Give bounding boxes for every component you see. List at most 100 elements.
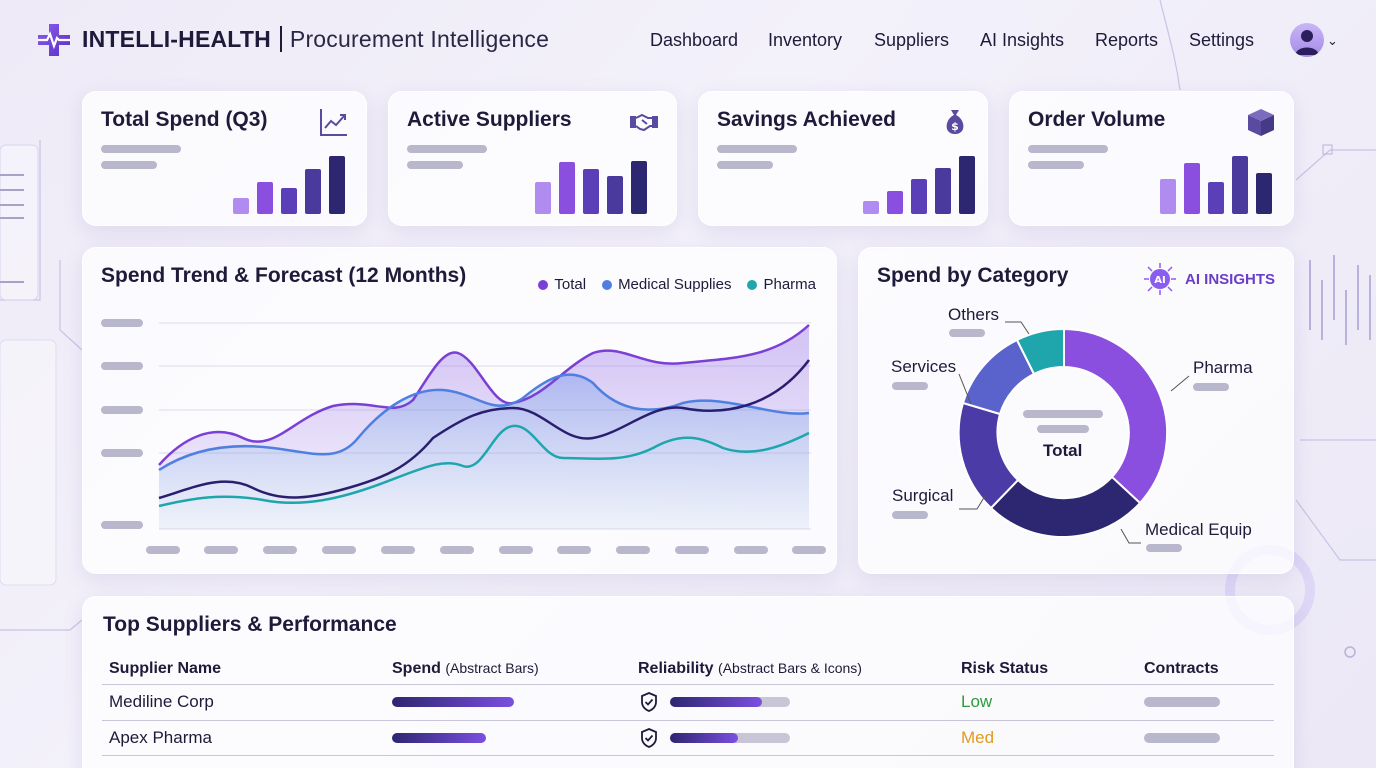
spend-trend-title: Spend Trend & Forecast (12 Months) bbox=[101, 264, 467, 287]
handshake-icon bbox=[630, 113, 658, 132]
kpi-card-savings-achieved[interactable]: Savings Achieved $ bbox=[698, 91, 988, 226]
ai-chip-icon: AI bbox=[1143, 263, 1176, 295]
kpi-bar bbox=[1208, 182, 1224, 214]
col-label: Spend bbox=[392, 660, 441, 677]
kpi-bar bbox=[305, 169, 321, 214]
placeholder-line bbox=[1028, 161, 1084, 169]
col-note: (Abstract Bars & Icons) bbox=[718, 660, 862, 676]
spend-bar bbox=[392, 697, 514, 707]
kpi-bar bbox=[1160, 179, 1176, 214]
label-medical-equip: Medical Equip bbox=[1145, 520, 1252, 539]
risk-status: Med bbox=[961, 728, 995, 747]
ai-insights-badge[interactable]: AI AI INSIGHTS bbox=[1143, 262, 1275, 296]
trend-legend: Total Medical Supplies Pharma bbox=[538, 276, 816, 293]
nav-reports[interactable]: Reports bbox=[1095, 30, 1159, 50]
label-services: Services bbox=[891, 357, 957, 376]
nav-suppliers[interactable]: Suppliers bbox=[874, 30, 950, 50]
kpi-mini-bars bbox=[233, 154, 345, 214]
placeholder-line bbox=[407, 145, 487, 153]
nav-dashboard[interactable]: Dashboard bbox=[650, 30, 739, 50]
kpi-bar bbox=[911, 179, 927, 214]
kpi-bar bbox=[583, 169, 599, 214]
contracts-placeholder bbox=[1144, 697, 1220, 707]
kpi-card-order-volume[interactable]: Order Volume bbox=[1009, 91, 1294, 226]
nav-ai-insights[interactable]: AI Insights bbox=[980, 30, 1065, 50]
nav-settings[interactable]: Settings bbox=[1189, 30, 1255, 50]
donut-leader-lines bbox=[958, 321, 1190, 544]
category-donut-chart[interactable] bbox=[859, 248, 1295, 575]
col-risk-status[interactable]: Risk Status bbox=[961, 660, 1048, 678]
package-icon bbox=[1248, 109, 1274, 136]
supplier-name: Mediline Corp bbox=[109, 692, 214, 711]
kpi-bar bbox=[559, 162, 575, 214]
user-icon bbox=[1295, 30, 1319, 55]
user-avatar[interactable] bbox=[1290, 23, 1324, 57]
donut-segment-others bbox=[1015, 327, 1065, 376]
row-divider bbox=[102, 755, 1274, 756]
brand-divider bbox=[279, 26, 282, 52]
kpi-bar bbox=[959, 156, 975, 214]
total-line bbox=[158, 324, 810, 466]
col-label: Supplier Name bbox=[109, 660, 222, 677]
kpi-card-total-spend[interactable]: Total Spend (Q3) bbox=[82, 91, 367, 226]
kpi-mini-bars bbox=[1160, 154, 1272, 214]
legend-item-total[interactable]: Total bbox=[538, 276, 586, 293]
pharma-line bbox=[158, 424, 810, 508]
legend-label: Pharma bbox=[763, 276, 816, 293]
legend-item-medical-supplies[interactable]: Medical Supplies bbox=[602, 276, 731, 293]
legend-dot bbox=[602, 279, 613, 290]
kpi-bar bbox=[257, 182, 273, 214]
kpi-bar bbox=[329, 156, 345, 214]
kpi-bar bbox=[535, 182, 551, 214]
col-contracts[interactable]: Contracts bbox=[1144, 660, 1219, 678]
row-divider bbox=[102, 720, 1274, 721]
chevron-down-icon[interactable]: ⌄ bbox=[1327, 33, 1338, 48]
center-placeholder bbox=[1023, 410, 1103, 418]
legend-dot bbox=[747, 279, 758, 290]
svg-text:AI: AI bbox=[1154, 275, 1165, 286]
category-title: Spend by Category bbox=[877, 264, 1069, 287]
nav-inventory[interactable]: Inventory bbox=[768, 30, 843, 50]
donut-label-placeholders bbox=[892, 329, 1229, 552]
donut-segments bbox=[957, 327, 1169, 538]
donut-segment-pharma bbox=[1063, 327, 1169, 505]
col-label: Contracts bbox=[1144, 660, 1219, 677]
kpi-bar bbox=[233, 198, 249, 214]
supplier-name: Apex Pharma bbox=[109, 728, 212, 747]
kpi-mini-bars bbox=[863, 154, 975, 214]
legend-label: Medical Supplies bbox=[618, 276, 732, 293]
reliability-bar bbox=[670, 697, 762, 707]
col-spend[interactable]: Spend (Abstract Bars) bbox=[392, 660, 539, 678]
donut-center-label: Total bbox=[1043, 441, 1083, 460]
kpi-bar bbox=[281, 188, 297, 214]
svg-text:$: $ bbox=[951, 120, 959, 133]
x-axis-placeholders bbox=[146, 546, 826, 554]
spend-trend-card: Spend Trend & Forecast (12 Months) Total… bbox=[82, 247, 837, 574]
label-pharma: Pharma bbox=[1193, 358, 1253, 377]
kpi-title: Total Spend (Q3) bbox=[101, 108, 268, 131]
kpi-bar bbox=[863, 201, 879, 214]
kpi-bar bbox=[1232, 156, 1248, 214]
placeholder-line bbox=[407, 161, 463, 169]
shield-check-icon bbox=[641, 728, 657, 748]
health-logo-icon[interactable] bbox=[36, 22, 72, 58]
placeholder-line bbox=[1028, 145, 1108, 153]
shield-check-icon bbox=[641, 692, 657, 712]
risk-status: Low bbox=[961, 692, 993, 711]
header-divider bbox=[102, 684, 1274, 685]
kpi-card-active-suppliers[interactable]: Active Suppliers bbox=[388, 91, 677, 226]
trend-area-chart[interactable] bbox=[83, 248, 838, 575]
contracts-placeholder bbox=[1144, 733, 1220, 743]
brand-name: INTELLI-HEALTH bbox=[82, 26, 271, 52]
col-note: (Abstract Bars) bbox=[445, 660, 539, 676]
kpi-title: Active Suppliers bbox=[407, 108, 572, 131]
col-supplier-name[interactable]: Supplier Name bbox=[109, 660, 221, 678]
reliability-bar bbox=[670, 733, 738, 743]
legend-dot bbox=[538, 279, 549, 290]
kpi-title: Savings Achieved bbox=[717, 108, 896, 131]
kpi-title: Order Volume bbox=[1028, 108, 1166, 131]
brand-subtitle: Procurement Intelligence bbox=[289, 26, 550, 52]
col-reliability[interactable]: Reliability (Abstract Bars & Icons) bbox=[638, 660, 862, 678]
legend-item-pharma[interactable]: Pharma bbox=[747, 276, 816, 293]
placeholder-line bbox=[101, 161, 157, 169]
